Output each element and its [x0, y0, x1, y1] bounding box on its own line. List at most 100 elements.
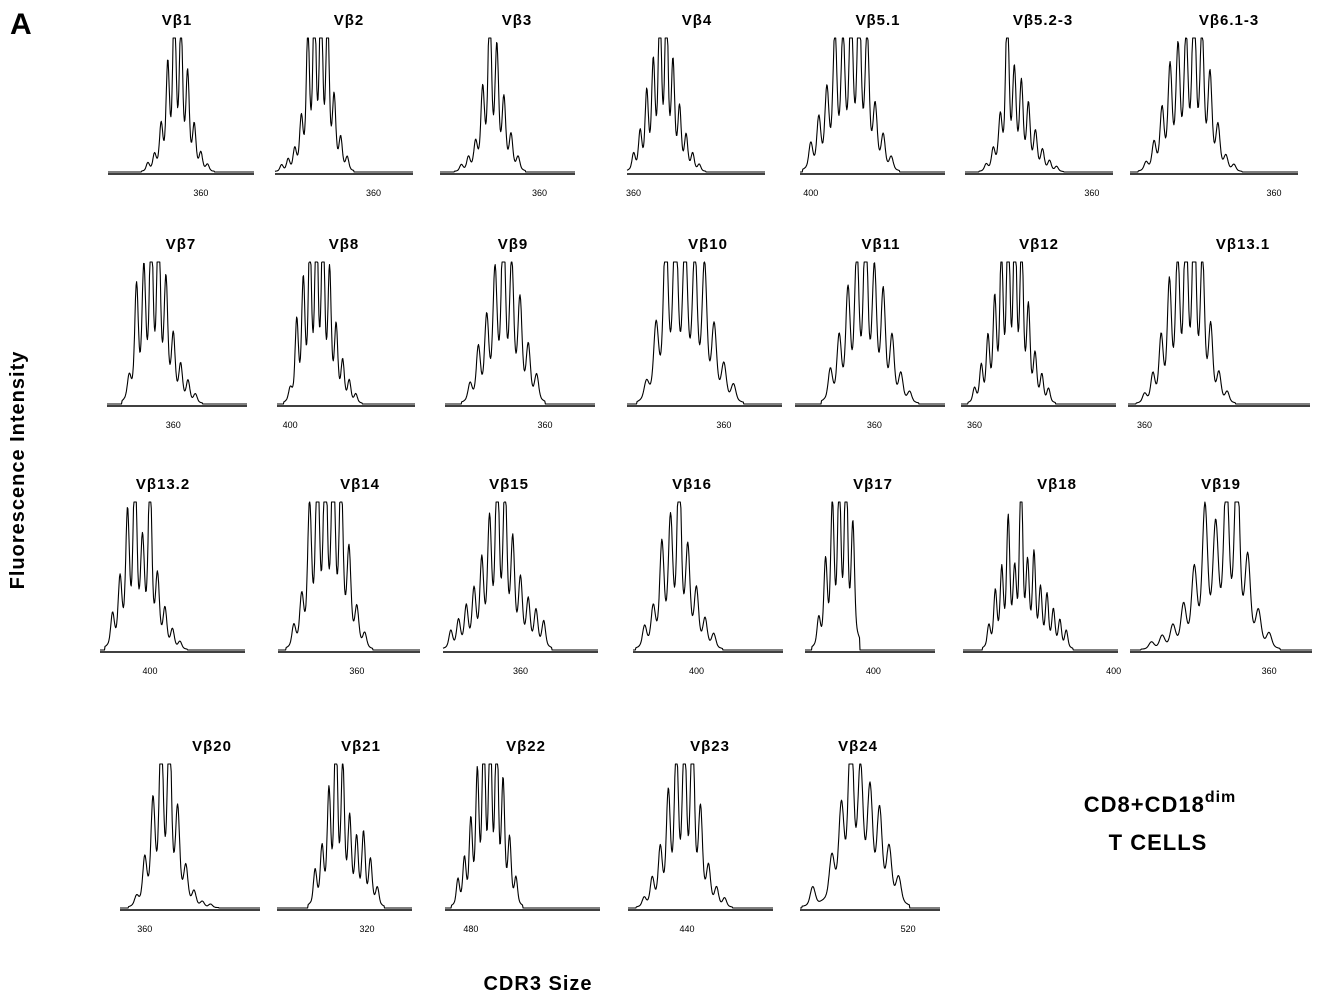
legend-cell-type: CD8+CD18dim: [1084, 789, 1237, 817]
spectratype-panel: Vβ10 360: [627, 236, 782, 430]
intensity-trace: [119, 763, 261, 909]
intensity-trace: [276, 763, 413, 909]
legend-cell-type-superscript: dim: [1205, 789, 1236, 806]
spectratype-panel: Vβ2 360: [274, 12, 414, 198]
x-tick-label: 360: [193, 188, 208, 198]
spectratype-panel: Vβ12 360: [961, 236, 1116, 430]
spectratype-panel: Vβ6.1-3 360: [1130, 12, 1298, 198]
x-tick-label: 360: [513, 666, 528, 676]
spectratype-panel: Vβ16 400: [633, 476, 783, 676]
spectratype-panel: Vβ15 360: [442, 476, 598, 676]
intensity-trace: [626, 37, 766, 173]
spectratype-panel: Vβ24 520: [799, 738, 941, 934]
panel-title: Vβ6.1-3: [1199, 12, 1259, 29]
x-tick-label: 320: [359, 924, 374, 934]
intensity-trace: [633, 501, 783, 651]
x-tick-label: 360: [1262, 666, 1277, 676]
intensity-trace: [439, 37, 576, 173]
panel-title: Vβ3: [502, 12, 533, 29]
intensity-trace: [804, 501, 936, 651]
panel-title: Vβ9: [498, 236, 529, 253]
panel-title: Vβ10: [688, 236, 728, 253]
x-tick-label: 400: [142, 666, 157, 676]
x-tick-label: 360: [166, 420, 181, 430]
intensity-trace: [100, 501, 245, 651]
x-tick-label: 360: [967, 420, 982, 430]
panel-title: Vβ22: [506, 738, 546, 755]
spectratype-panel: Vβ13.2 400: [100, 476, 245, 676]
intensity-trace: [795, 261, 945, 405]
intensity-trace: [799, 763, 941, 909]
x-tick-label: 400: [689, 666, 704, 676]
x-tick-label: 360: [349, 666, 364, 676]
panel-title: Vβ16: [672, 476, 712, 493]
intensity-trace: [965, 37, 1113, 173]
spectratype-panel: Vβ8 400: [276, 236, 416, 430]
intensity-trace: [445, 763, 600, 909]
x-tick-label: 520: [901, 924, 916, 934]
x-tick-label: 360: [626, 188, 641, 198]
legend: CD8+CD18dim T CELLS: [1084, 789, 1237, 855]
spectratype-panel: Vβ21 320: [276, 738, 413, 934]
panel-title: Vβ21: [341, 738, 381, 755]
panel-title: Vβ1: [162, 12, 193, 29]
intensity-trace: [1130, 501, 1312, 651]
spectratype-panel: Vβ19 360: [1130, 476, 1312, 676]
spectratype-panel: Vβ4 360: [626, 12, 766, 198]
panel-title: Vβ4: [682, 12, 713, 29]
panel-title: Vβ7: [166, 236, 197, 253]
y-axis-label: Fluorescence Intensity: [7, 351, 29, 590]
panel-title: Vβ15: [489, 476, 529, 493]
intensity-trace: [274, 37, 414, 173]
panel-title: Vβ24: [838, 738, 878, 755]
x-tick-label: 360: [532, 188, 547, 198]
panel-title: Vβ18: [1037, 476, 1077, 493]
panel-title: Vβ2: [334, 12, 365, 29]
x-tick-label: 400: [283, 420, 298, 430]
panel-title: Vβ5.1: [855, 12, 900, 29]
spectratype-panel: Vβ11 360: [795, 236, 945, 430]
intensity-trace: [445, 261, 595, 405]
intensity-trace: [800, 37, 945, 173]
spectratype-panel: Vβ18 400: [963, 476, 1121, 676]
x-tick-label: 360: [537, 420, 552, 430]
panel-title: Vβ11: [861, 236, 900, 253]
intensity-trace: [961, 261, 1116, 405]
panel-title: Vβ13.1: [1216, 236, 1270, 253]
spectratype-panel: Vβ5.2-3 360: [965, 12, 1113, 198]
spectratype-panel: Vβ3 360: [439, 12, 576, 198]
x-tick-label: 360: [716, 420, 731, 430]
intensity-trace: [276, 261, 416, 405]
panel-title: Vβ17: [853, 476, 893, 493]
spectratype-panel: Vβ20 360: [119, 738, 261, 934]
spectratype-panel: Vβ9 360: [445, 236, 595, 430]
intensity-trace: [1128, 261, 1310, 405]
panel-title: Vβ23: [690, 738, 730, 755]
panel-title: Vβ5.2-3: [1013, 12, 1073, 29]
x-tick-label: 360: [137, 924, 152, 934]
x-tick-label: 360: [366, 188, 381, 198]
spectratype-panel: Vβ14 360: [277, 476, 421, 676]
x-tick-label: 400: [803, 188, 818, 198]
x-tick-label: 400: [1106, 666, 1121, 676]
spectratype-panel: Vβ1 360: [108, 12, 254, 198]
spectratype-panel: Vβ22 480: [445, 738, 600, 934]
x-tick-label: 360: [1266, 188, 1281, 198]
panel-title: Vβ14: [340, 476, 380, 493]
panel-title: Vβ8: [329, 236, 360, 253]
intensity-trace: [628, 763, 773, 909]
intensity-trace: [277, 501, 421, 651]
panel-title: Vβ12: [1019, 236, 1059, 253]
intensity-trace: [627, 261, 782, 405]
intensity-trace: [442, 501, 598, 651]
x-axis-label: CDR3 Size: [483, 973, 592, 995]
panel-title: Vβ13.2: [136, 476, 190, 493]
panel-title: Vβ20: [192, 738, 232, 755]
intensity-trace: [1130, 37, 1298, 173]
x-tick-label: 360: [867, 420, 882, 430]
intensity-trace: [106, 261, 248, 405]
x-tick-label: 440: [680, 924, 695, 934]
legend-t-cells: T CELLS: [1109, 830, 1208, 855]
spectratype-panel: Vβ7 360: [106, 236, 248, 430]
